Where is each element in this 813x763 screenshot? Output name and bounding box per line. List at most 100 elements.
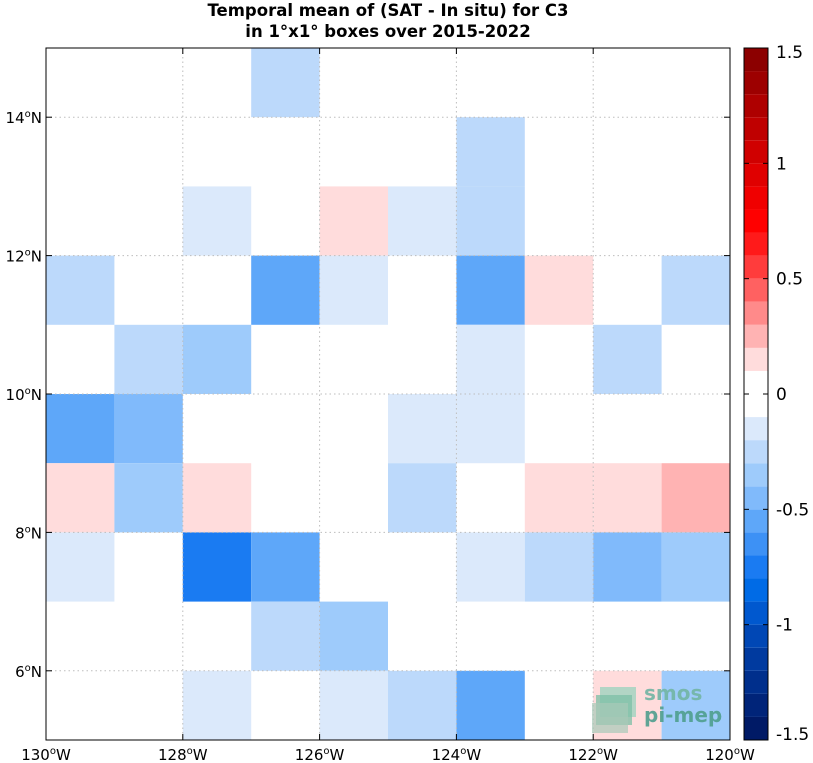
colorbar-segment [744,301,768,325]
colorbar-segment [744,186,768,210]
colorbar-segment [744,94,768,118]
heatmap-cell [319,601,388,671]
colorbar-segment [744,578,768,602]
heatmap-cell [456,117,525,187]
heatmap-cell [319,255,388,325]
colorbar-segment [744,117,768,141]
heatmap-cell [456,394,525,464]
heatmap-cell [46,463,115,533]
colorbar-segment [744,394,768,418]
watermark-text-pimep: pi-mep [644,703,723,727]
heatmap-cell [524,463,594,533]
heatmap-cell [661,255,730,325]
y-tick-label: 6oN [15,663,42,681]
colorbar-tick-label: -1.5 [776,725,809,745]
colorbar-segment [744,440,768,464]
heatmap-cell [456,670,525,740]
heatmap-cell [388,394,457,464]
heatmap-cell [319,670,388,740]
heatmap-cell [182,324,252,394]
y-tick-label: 8oN [15,524,42,542]
colorbar-segment [744,324,768,348]
heatmap-cell [182,532,252,602]
heatmap-cell [251,601,320,671]
heatmap-cell [456,532,525,602]
heatmap-cell [114,324,183,394]
heatmap-cell [182,463,252,533]
heatmap-cell [456,186,525,256]
colorbar-segment [744,601,768,625]
axes: 130oW 128oW 126oW 124oW 122oW 120oW 6oN 8oN 10oN… [6,48,755,763]
heatmap-cell [661,670,730,740]
heatmap-cell [524,255,594,325]
x-tick-label: 122oW [568,746,618,763]
heatmap-cell [251,48,320,118]
y-tick-label: 12oN [6,248,42,266]
heatmap-cell [388,463,457,533]
colorbar-segment [744,463,768,487]
y-tick-label: 14oN [6,109,42,127]
colorbar-segment [744,716,768,740]
colorbar-segment [744,209,768,233]
watermark-logo: smos pi-mep [592,683,727,735]
colorbar-segment [744,647,768,671]
heatmap-cell [319,186,388,256]
title-line-1: Temporal mean of (SAT - In situ) for C3 [207,1,569,20]
colorbar-segment [744,163,768,187]
colorbar-segment [744,532,768,556]
colorbar-segment [744,71,768,95]
heatmap-cell [388,186,457,256]
colorbar: 1.5 1 0.5 0 -0.5 -1 -1.5 [743,43,809,745]
colorbar-tick-label: 1 [776,154,787,174]
colorbar-segment [744,417,768,441]
x-tick-label: 126oW [295,746,345,763]
heatmap-cell [388,670,457,740]
colorbar-tick-label: 0.5 [776,270,803,290]
colorbar-segment [744,370,768,394]
colorbar-segment [744,278,768,302]
colorbar-tick-label: 0 [776,385,787,405]
heatmap-cell [46,255,115,325]
heatmap-cell [114,463,183,533]
colorbar-segment [744,555,768,579]
colorbar-segment [744,140,768,164]
heatmap-cell [593,463,662,533]
colorbar-segment [744,347,768,371]
x-tick-label: 128oW [158,746,208,763]
heatmap-cell [593,532,662,602]
heatmap-cell [114,394,183,464]
colorbar-tick-label: 1.5 [776,43,803,63]
title-line-2: in 1°x1° boxes over 2015-2022 [245,22,531,41]
chart-title: Temporal mean of (SAT - In situ) for C3 … [46,0,730,42]
heatmap-cells [46,48,730,740]
heatmap-cell [524,532,594,602]
watermark-text-smos: smos [644,681,703,705]
heatmap-cell [251,532,320,602]
heatmap-cell [661,532,730,602]
heatmap-cell [46,394,115,464]
heatmap-cell [593,324,662,394]
colorbar-segment [744,509,768,533]
colorbar-tick-label: -0.5 [776,500,809,520]
heatmap-cell [456,255,525,325]
heatmap-cell [251,255,320,325]
y-tick-label: 10oN [6,386,42,404]
heatmap-cell [182,670,252,740]
x-tick-label: 130oW [21,746,71,763]
colorbar-segment [744,232,768,256]
colorbar-segment [744,486,768,510]
colorbar-segment [744,693,768,717]
heatmap-cell [182,186,252,256]
colorbar-tick-label: -1 [776,616,793,636]
colorbar-segment [744,670,768,694]
colorbar-segment [744,255,768,279]
colorbar-segment [744,48,768,72]
layered-globe-icon [592,687,636,733]
heatmap-cell [456,324,525,394]
heatmap-cell [46,532,115,602]
x-tick-label: 120oW [705,746,755,763]
heatmap-cell [661,463,730,533]
x-tick-label: 124oW [432,746,482,763]
colorbar-segment [744,624,768,648]
